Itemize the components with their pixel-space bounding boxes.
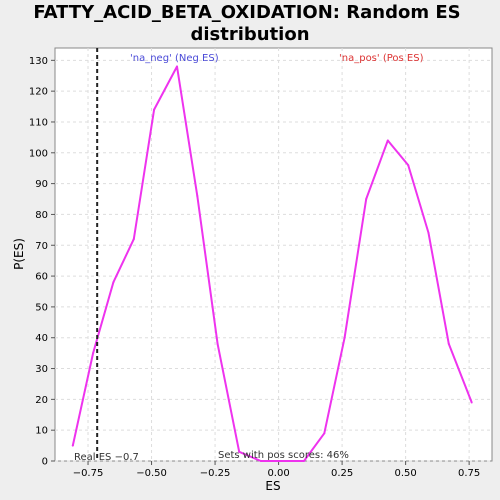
x-tick-label: −0.25 bbox=[200, 468, 231, 479]
pos-es-annotation: 'na_pos' (Pos ES) bbox=[339, 53, 424, 64]
series-line bbox=[71, 65, 473, 462]
x-tick-label: 0.25 bbox=[331, 468, 353, 479]
y-axis-label: P(ES) bbox=[12, 238, 26, 270]
x-tick-label: −0.50 bbox=[136, 468, 167, 479]
grid-lines bbox=[55, 48, 492, 462]
data-point bbox=[343, 336, 346, 339]
y-tick-label: 130 bbox=[29, 56, 48, 67]
data-point bbox=[259, 460, 262, 462]
chart-title-line-1: FATTY_ACID_BETA_OXIDATION: Random ES bbox=[33, 2, 460, 23]
chart-title-line-2: distribution bbox=[190, 24, 309, 45]
data-point bbox=[196, 194, 199, 197]
y-tick-label: 0 bbox=[42, 457, 48, 468]
data-point bbox=[216, 342, 219, 345]
data-point bbox=[407, 164, 410, 167]
y-tick-label: 20 bbox=[35, 395, 48, 406]
data-point bbox=[323, 432, 326, 435]
data-point bbox=[447, 342, 450, 345]
y-tick-label: 40 bbox=[35, 333, 48, 344]
y-tick-label: 70 bbox=[35, 241, 48, 252]
x-tick-label: 0.75 bbox=[458, 468, 480, 479]
data-point bbox=[302, 460, 305, 462]
y-tick-label: 80 bbox=[35, 210, 48, 221]
data-point bbox=[386, 139, 389, 142]
y-tick-label: 30 bbox=[35, 364, 48, 375]
data-point bbox=[280, 460, 283, 462]
x-axis-label: ES bbox=[265, 479, 280, 493]
neg-es-annotation: 'na_neg' (Neg ES) bbox=[130, 53, 219, 64]
real-es-annotation: Real ES −0.7 bbox=[74, 452, 139, 463]
y-tick-label: 90 bbox=[35, 179, 48, 190]
data-point bbox=[112, 281, 115, 284]
data-point bbox=[470, 401, 473, 404]
plot-area bbox=[54, 47, 493, 462]
y-tick-label: 50 bbox=[35, 302, 48, 313]
data-point bbox=[427, 231, 430, 234]
data-point bbox=[92, 352, 95, 355]
y-tick-label: 100 bbox=[29, 148, 48, 159]
x-tick-label: −0.75 bbox=[73, 468, 104, 479]
x-tick-label: 0.50 bbox=[394, 468, 416, 479]
axis-ticks: 0 10 20 30 40 50 60 70 80 90 100 110 120 130 −0.75 −0.5… bbox=[29, 56, 480, 479]
y-tick-label: 120 bbox=[29, 87, 48, 98]
x-tick-label: 0.00 bbox=[267, 468, 289, 479]
data-point bbox=[153, 108, 156, 111]
pos-scores-annotation: Sets with pos scores: 46% bbox=[218, 450, 349, 461]
data-point bbox=[132, 238, 135, 241]
data-point bbox=[175, 65, 178, 68]
data-point bbox=[365, 198, 368, 201]
series-layer bbox=[71, 65, 473, 462]
y-tick-label: 60 bbox=[35, 272, 48, 283]
data-point bbox=[71, 444, 74, 447]
y-tick-label: 110 bbox=[29, 117, 48, 128]
y-tick-label: 10 bbox=[35, 426, 48, 437]
data-point bbox=[238, 450, 241, 453]
